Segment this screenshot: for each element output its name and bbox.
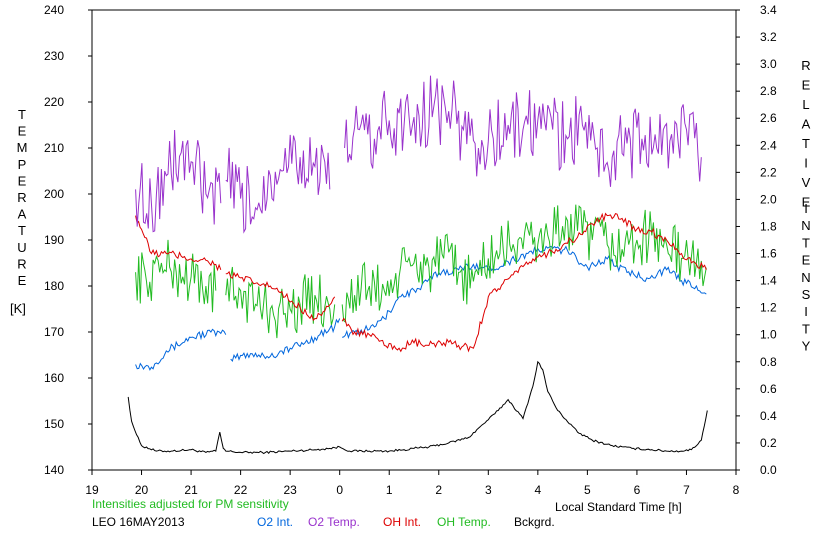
left-axis-letter: E (18, 273, 27, 288)
x-tick-label: 3 (485, 483, 492, 497)
right-axis-letter: E (802, 195, 811, 210)
right-axis-letter: E (802, 253, 811, 268)
right-tick-label: 3.2 (760, 30, 777, 44)
right-axis-letter: T (802, 136, 810, 151)
x-tick-label: 8 (733, 483, 740, 497)
right-axis-letter: I (804, 156, 808, 171)
left-tick-label: 150 (44, 417, 64, 431)
right-axis-letter: T (802, 321, 810, 336)
x-tick-label: 1 (386, 483, 393, 497)
left-axis-letter: E (18, 124, 27, 139)
right-axis-letter: V (802, 175, 811, 190)
x-tick-label: 5 (584, 483, 591, 497)
left-tick-label: 170 (44, 325, 64, 339)
series-line-oh-int (135, 212, 707, 353)
x-tick-label: 20 (135, 483, 149, 497)
left-tick-label: 180 (44, 279, 64, 293)
left-axis-letter: U (17, 240, 26, 255)
right-axis-letter: I (804, 304, 808, 319)
plot-frame (91, 9, 737, 471)
series-line-o2-temp (135, 75, 702, 234)
x-tick-label: 4 (535, 483, 542, 497)
right-tick-label: 0.8 (760, 355, 777, 369)
left-tick-label: 200 (44, 187, 64, 201)
left-tick-label: 210 (44, 141, 64, 155)
legend-item: O2 Temp. (308, 515, 360, 529)
legend-item: OH Int. (383, 515, 421, 529)
left-axis: 140 150 160 170 180 190 200 210 220 230 240 (44, 3, 92, 477)
right-tick-label: 3.4 (760, 3, 777, 17)
legend: O2 Int. O2 Temp. OH Int. OH Temp. Bckgrd. (257, 515, 555, 529)
left-tick-label: 140 (44, 463, 64, 477)
legend-item: O2 Int. (257, 515, 293, 529)
right-axis-letter: Y (802, 339, 811, 354)
x-tick-label: 23 (283, 483, 297, 497)
right-axis-letter: R (801, 58, 810, 73)
x-tick-label: 6 (634, 483, 641, 497)
x-axis-label: Local Standard Time [h] (555, 500, 682, 514)
right-tick-label: 1.6 (760, 247, 777, 261)
x-tick-label: 2 (435, 483, 442, 497)
right-tick-label: 1.4 (760, 274, 777, 288)
right-axis-letter: T (802, 235, 810, 250)
left-axis-letter: E (18, 173, 27, 188)
series-line-o2-int (135, 245, 707, 371)
right-axis-letter: I (804, 201, 808, 216)
left-tick-label: 160 (44, 371, 64, 385)
x-tick-label: 0 (336, 483, 343, 497)
right-axis-letter: E (802, 78, 811, 93)
left-axis-letter: R (17, 190, 26, 205)
x-tick-label: 21 (184, 483, 198, 497)
left-tick-label: 220 (44, 95, 64, 109)
right-tick-label: 2.6 (760, 111, 777, 125)
legend-item: OH Temp. (437, 515, 491, 529)
right-tick-label: 2.2 (760, 165, 777, 179)
right-axis-letter: A (802, 117, 811, 132)
x-tick-label: 7 (683, 483, 690, 497)
right-tick-label: 0.6 (760, 382, 777, 396)
right-tick-label: 1.0 (760, 328, 777, 342)
right-tick-label: 0.4 (760, 409, 777, 423)
left-axis-letter: T (18, 107, 26, 122)
left-axis-letter: T (18, 223, 26, 238)
right-tick-label: 0.2 (760, 436, 777, 450)
left-axis-letter: P (18, 157, 27, 172)
left-tick-label: 190 (44, 233, 64, 247)
right-axis-letter: S (802, 287, 811, 302)
x-tick-label: 22 (234, 483, 248, 497)
series-line-oh-temp (135, 204, 707, 339)
series-layer (127, 75, 708, 455)
right-tick-label: 2.8 (760, 84, 777, 98)
left-axis-unit: [K] (10, 301, 26, 316)
right-tick-label: 2.0 (760, 192, 777, 206)
right-axis-letter: N (801, 270, 810, 285)
left-axis-letter: R (17, 256, 26, 271)
left-axis-letter: A (18, 207, 27, 222)
left-tick-label: 240 (44, 3, 64, 17)
right-tick-label: 1.2 (760, 301, 777, 315)
right-axis: 0.0 0.2 0.4 0.6 0.8 1.0 1.2 1.4 1.6 1.8 2.0 2.2 2.4 2… (736, 3, 777, 477)
right-tick-label: 2.4 (760, 138, 777, 152)
left-tick-label: 230 (44, 49, 64, 63)
right-axis-letter: L (802, 97, 809, 112)
series-line-bckgrd (127, 360, 708, 455)
note-text: Intensities adjusted for PM sensitivity (92, 497, 289, 511)
right-tick-label: 0.0 (760, 463, 777, 477)
x-tick-label: 19 (85, 483, 99, 497)
left-axis-letter: M (17, 140, 28, 155)
right-axis-letter: N (801, 218, 810, 233)
legend-item: Bckgrd. (514, 515, 555, 529)
x-axis: 19 20 21 22 23 0 1 2 3 4 5 6 7 8 (85, 470, 740, 497)
right-tick-label: 1.8 (760, 219, 777, 233)
station-text: LEO 16MAY2013 (92, 515, 185, 529)
right-tick-label: 3.0 (760, 57, 777, 71)
